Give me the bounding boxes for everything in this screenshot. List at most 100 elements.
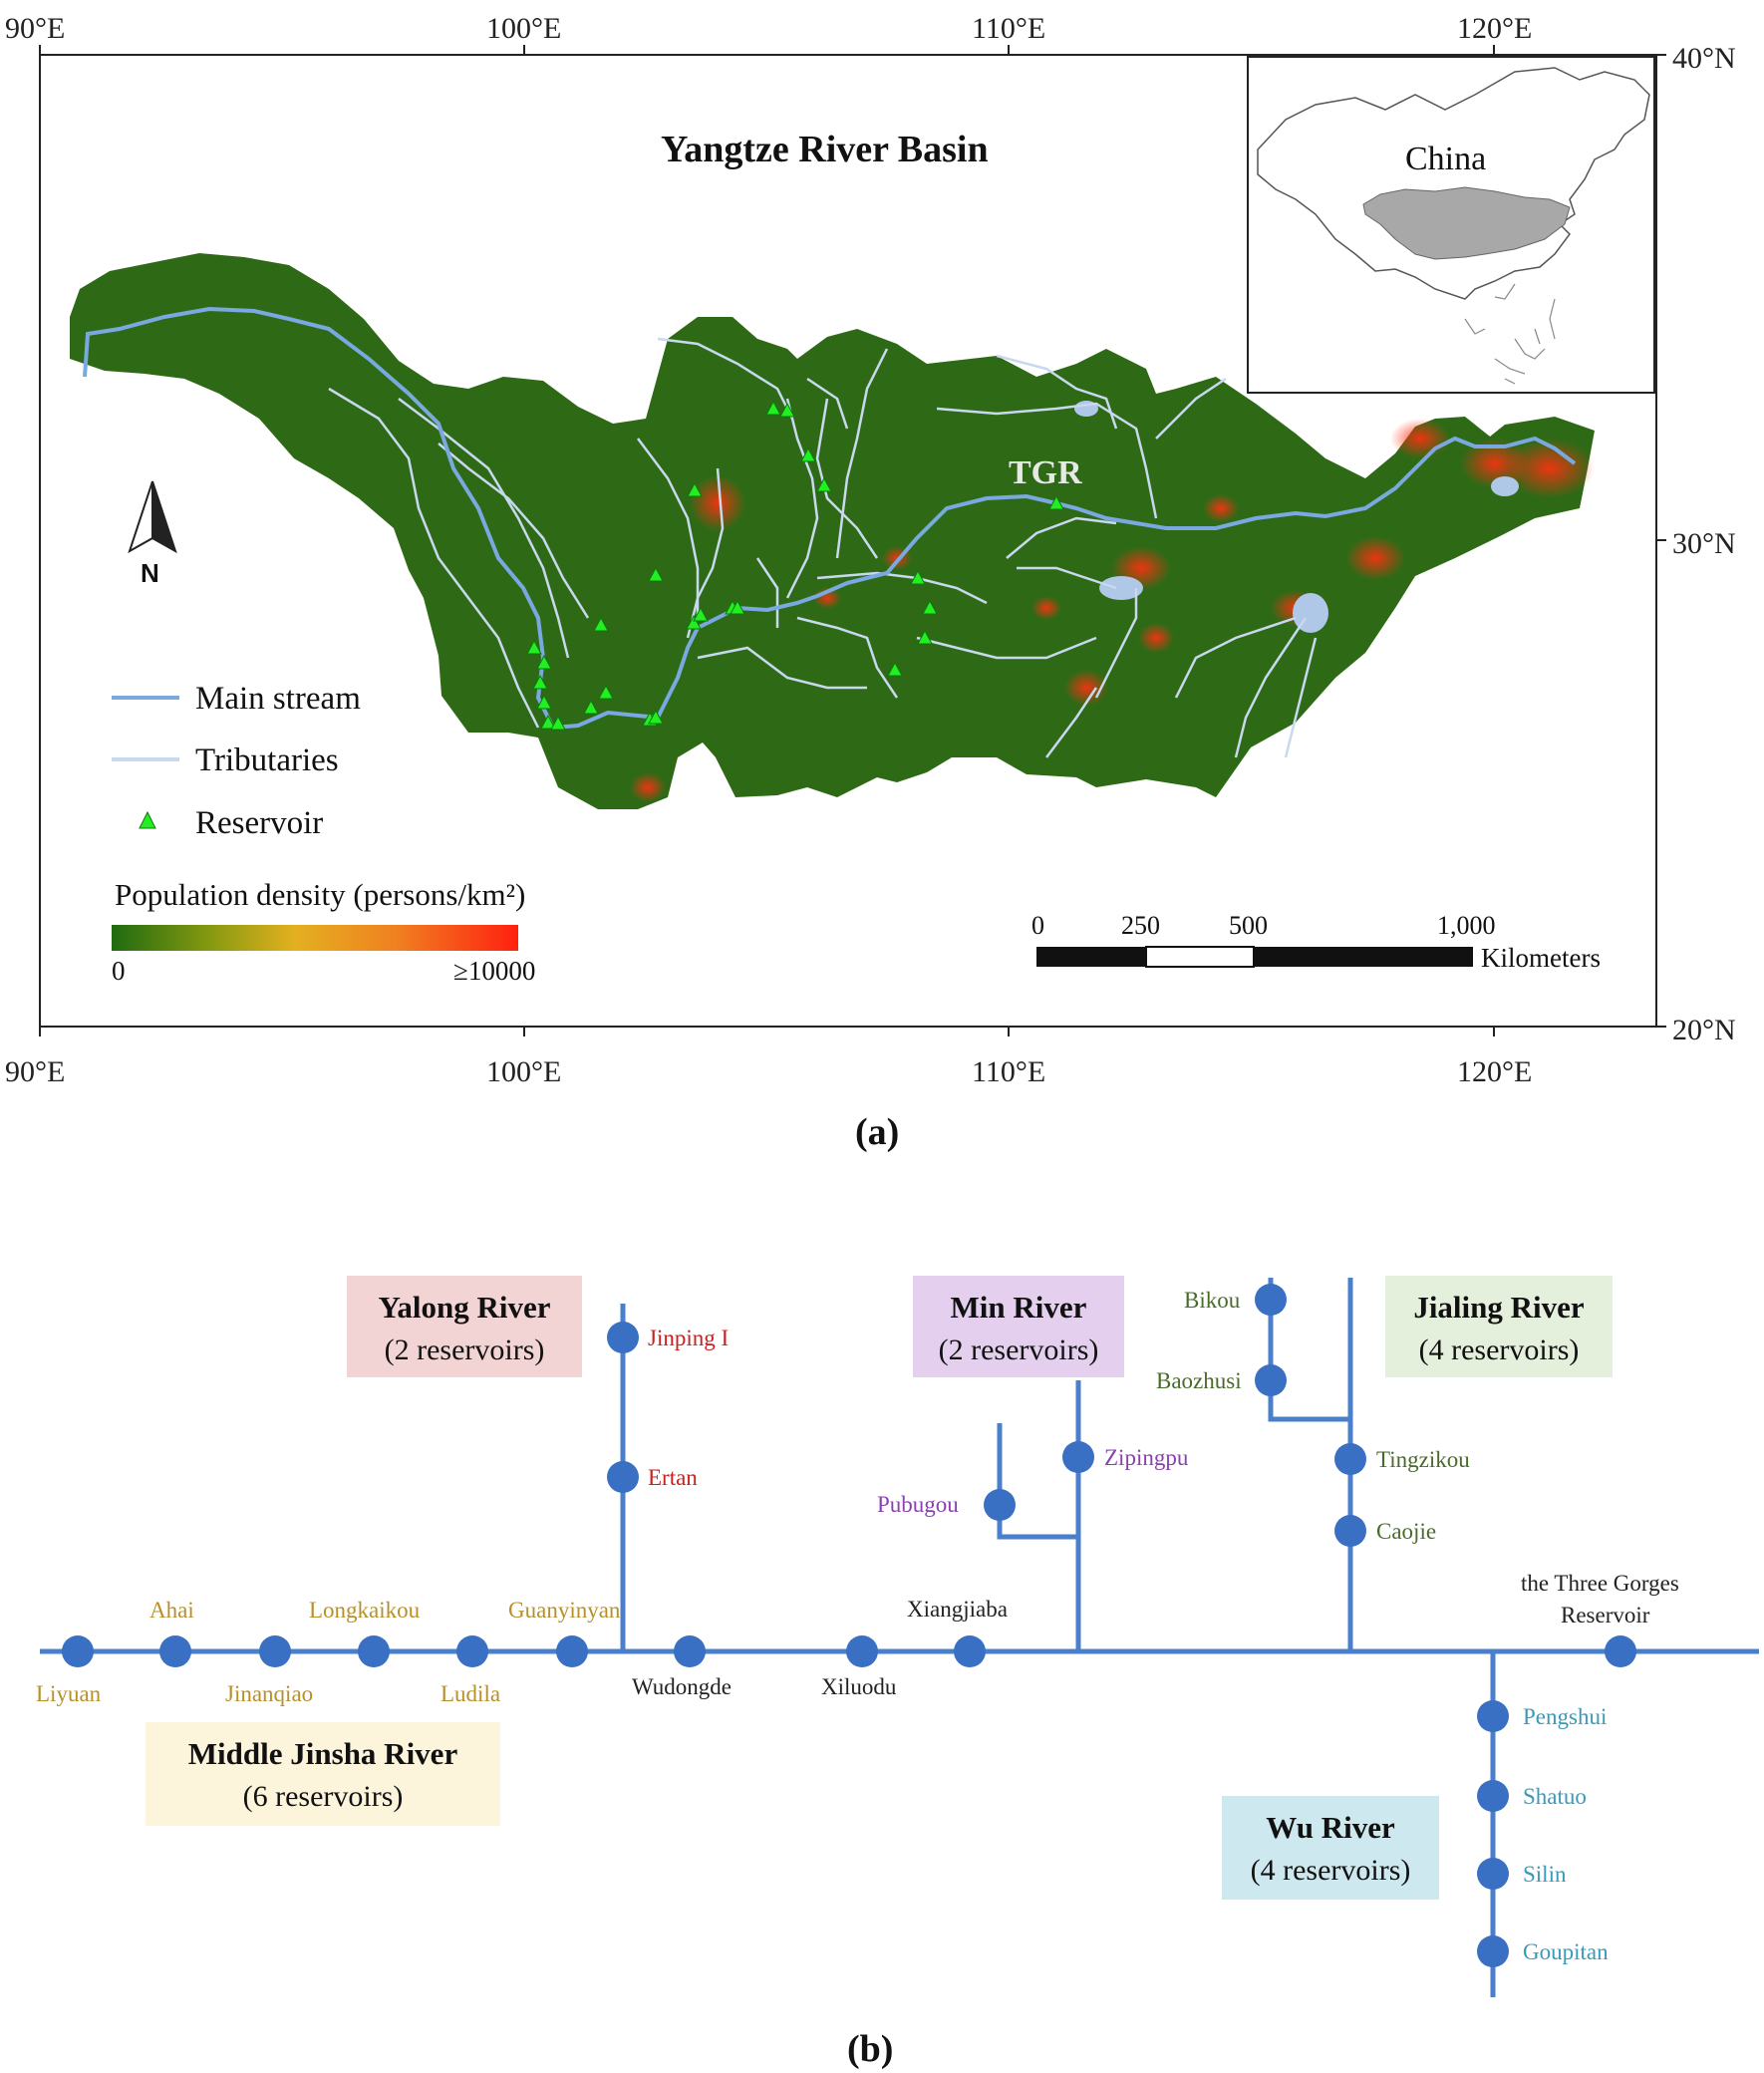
label-pubugou: Pubugou xyxy=(877,1492,959,1517)
map-legend: Main stream Tributaries Reservoir xyxy=(112,681,361,841)
wu-box xyxy=(1222,1796,1439,1900)
node-zipingpu xyxy=(1062,1441,1094,1473)
label-ludila: Ludila xyxy=(441,1681,500,1706)
scale-unit: Kilometers xyxy=(1481,943,1601,973)
lon-label-bottom: 110°E xyxy=(972,1055,1045,1088)
reservoir-marker xyxy=(550,715,566,731)
scale-tick-label: 1,000 xyxy=(1437,911,1496,940)
node-guanyinyan xyxy=(556,1635,588,1667)
population-colorbar: Population density (persons/km²) 0 ≥1000… xyxy=(112,877,535,986)
china-label: China xyxy=(1405,141,1486,177)
north-arrow-icon: N xyxy=(128,480,177,588)
yangtze-basin-area xyxy=(70,253,1595,809)
label-zipingpu: Zipingpu xyxy=(1104,1445,1189,1470)
wu-box-count: (4 reservoirs) xyxy=(1251,1854,1411,1887)
min-box-count: (2 reservoirs) xyxy=(939,1333,1099,1366)
label-guanyinyan: Guanyinyan xyxy=(508,1598,621,1623)
wu-box-title: Wu River xyxy=(1266,1810,1395,1845)
node-silin xyxy=(1477,1858,1509,1890)
lon-label-top: 100°E xyxy=(486,12,561,45)
main-stream-legend-label: Main stream xyxy=(195,681,361,717)
node-baozhusi xyxy=(1255,1364,1287,1396)
label-pengshui: Pengshui xyxy=(1523,1704,1607,1729)
tributaries xyxy=(328,337,1318,758)
reservoir-marker xyxy=(922,599,938,615)
panel-b-label: (b) xyxy=(847,2028,893,2070)
tgr-label: TGR xyxy=(1009,454,1082,491)
label-tingzikou: Tingzikou xyxy=(1376,1447,1470,1472)
reservoir-marker xyxy=(910,569,926,585)
label-jinping: Jinping I xyxy=(648,1326,729,1350)
label-longkaikou: Longkaikou xyxy=(309,1598,421,1623)
schematic-panel: Yalong River (2 reservoirs) Min River (2… xyxy=(36,1276,1759,1997)
node-xiluodu xyxy=(846,1635,878,1667)
node-ludila xyxy=(456,1635,488,1667)
label-jinanqiao: Jinanqiao xyxy=(225,1681,313,1706)
reservoir-markers xyxy=(526,400,1064,731)
china-outline xyxy=(1257,67,1650,300)
reservoir-marker xyxy=(730,599,745,615)
yalong-box-title: Yalong River xyxy=(378,1290,550,1325)
label-three-gorges: the Three Gorges xyxy=(1521,1571,1679,1596)
china-inset-map: China xyxy=(1247,56,1655,394)
reservoir-marker xyxy=(779,402,795,418)
scale-tick-label: 250 xyxy=(1121,911,1160,940)
label-silin: Silin xyxy=(1523,1862,1567,1887)
reservoir-marker xyxy=(648,709,664,725)
node-jinanqiao xyxy=(259,1635,291,1667)
node-shatuo xyxy=(1477,1780,1509,1812)
min-box xyxy=(913,1276,1124,1377)
reservoir-nodes xyxy=(62,1284,1636,1967)
reservoir-marker xyxy=(598,684,614,700)
lon-label-bottom: 90°E xyxy=(5,1055,65,1088)
label-ahai: Ahai xyxy=(149,1598,194,1623)
reservoir-marker xyxy=(536,654,552,670)
label-xiangjiaba: Xiangjiaba xyxy=(907,1597,1008,1622)
scale-tick-label: 500 xyxy=(1229,911,1268,940)
node-longkaikou xyxy=(358,1635,390,1667)
panel-a-label: (a) xyxy=(855,1111,899,1153)
map-panel: 90°E 100°E 110°E 120°E 90°E 100°E 110°E … xyxy=(5,12,1736,1088)
lon-label-top: 120°E xyxy=(1457,12,1532,45)
reservoir-marker xyxy=(583,699,599,715)
lon-label-bottom: 120°E xyxy=(1457,1055,1532,1088)
lat-label: 20°N xyxy=(1672,1014,1736,1046)
reservoir-marker xyxy=(1048,494,1064,510)
jialing-box-title: Jialing River xyxy=(1413,1290,1585,1325)
label-bikou: Bikou xyxy=(1184,1288,1241,1313)
reservoir-legend-label: Reservoir xyxy=(195,805,323,841)
reservoir-marker xyxy=(540,714,556,730)
scale-bar: 0 250 500 1,000 Kilometers xyxy=(1031,911,1601,973)
reservoir-marker xyxy=(532,674,548,690)
label-xiluodu: Xiluodu xyxy=(821,1674,897,1699)
min-tributary-line xyxy=(997,1423,1078,1540)
label-ertan: Ertan xyxy=(648,1465,698,1490)
reservoir-legend-symbol xyxy=(139,810,156,829)
yalong-box xyxy=(347,1276,582,1377)
reservoir-marker xyxy=(536,694,552,710)
node-ertan xyxy=(607,1461,639,1493)
population-min-label: 0 xyxy=(112,956,126,986)
middle-jinsha-box-title: Middle Jinsha River xyxy=(188,1736,458,1771)
node-pubugou xyxy=(984,1489,1016,1521)
label-caojie: Caojie xyxy=(1376,1519,1436,1544)
lat-label: 30°N xyxy=(1672,527,1736,560)
node-liyuan xyxy=(62,1635,94,1667)
middle-jinsha-box xyxy=(146,1722,500,1826)
lon-label-top: 110°E xyxy=(972,12,1045,45)
lat-label: 40°N xyxy=(1672,42,1736,75)
jialing-tributary-line xyxy=(1268,1278,1350,1422)
label-shatuo: Shatuo xyxy=(1523,1784,1587,1809)
node-ahai xyxy=(159,1635,191,1667)
reservoir-marker xyxy=(526,639,542,655)
reservoir-marker xyxy=(648,566,664,582)
node-pengshui xyxy=(1477,1700,1509,1732)
yalong-box-count: (2 reservoirs) xyxy=(385,1333,545,1366)
lon-label-bottom: 100°E xyxy=(486,1055,561,1088)
label-wudongde: Wudongde xyxy=(632,1674,732,1699)
map-title: Yangtze River Basin xyxy=(661,129,989,170)
label-goupitan: Goupitan xyxy=(1523,1939,1609,1964)
node-wudongde xyxy=(674,1635,706,1667)
tributaries-legend-label: Tributaries xyxy=(195,742,339,778)
